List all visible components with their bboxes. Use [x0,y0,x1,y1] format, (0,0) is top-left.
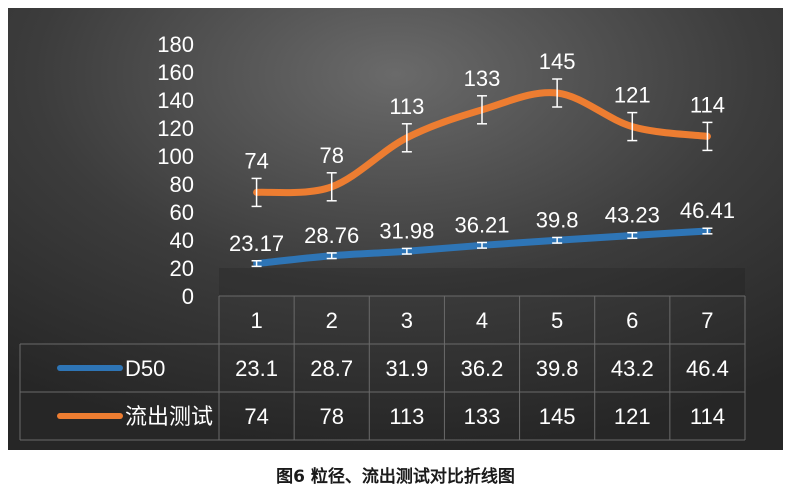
error-bar [326,172,337,202]
data-label: 113 [389,94,424,119]
category-label: 3 [401,308,413,333]
y-tick-label: 140 [157,88,194,113]
data-label: 23.17 [229,231,284,256]
category-label: 2 [326,308,338,333]
category-label: 6 [626,308,638,333]
error-bar [401,123,412,153]
error-bar [477,241,487,249]
chart-background [8,8,783,450]
data-label: 43.23 [605,203,660,228]
data-label: 36.21 [454,213,509,238]
y-axis: 0 20 40 60 80 100 120 140 160 180 [157,32,194,309]
table-value: 39.8 [536,356,579,381]
data-table: 1 2 3 4 5 6 7 D50 23.1 28.7 31.9 36.2 39.8 43.2 46.4 流出… [57,308,729,429]
series-flow-test: 74 78 113 133 145 121 114 [244,49,725,208]
error-bar [627,231,638,240]
error-bar [552,236,563,244]
table-value: 145 [539,404,576,429]
data-label: 31.98 [379,218,434,243]
category-label: 1 [250,308,262,333]
data-label: 39.8 [536,207,579,232]
table-value: 78 [319,404,343,429]
error-bar [702,227,713,235]
table-value: 28.7 [310,356,353,381]
table-value: 46.4 [686,356,729,381]
table-value: 43.2 [611,356,654,381]
error-bar [627,111,638,142]
grid [19,268,746,441]
table-value: 121 [614,404,651,429]
error-bar [251,260,262,268]
y-tick-label: 0 [182,284,194,309]
series-d50: 23.17 28.76 31.98 36.21 39.8 43.23 46.41 [229,198,735,268]
category-label: 5 [551,308,563,333]
series: 23.17 28.76 31.98 36.21 39.8 43.23 46.41 74 78 11… [229,49,735,268]
data-label: 114 [690,92,725,117]
y-tick-label: 120 [157,116,194,141]
legend-label: 流出测试 [125,404,213,429]
error-bar [702,121,713,152]
floor-band [219,268,745,296]
table-value: 114 [690,404,725,429]
table-value: 133 [464,404,501,429]
table-value: 23.1 [235,356,278,381]
data-label: 74 [244,148,268,173]
table-value: 74 [244,404,268,429]
data-label: 78 [319,143,343,168]
error-bar [401,247,412,255]
category-label: 7 [701,308,713,333]
table-value: 36.2 [461,356,504,381]
error-bar [251,177,262,208]
data-label: 28.76 [304,223,359,248]
table-value: 113 [389,404,424,429]
y-tick-label: 20 [170,256,194,281]
y-tick-label: 180 [157,32,194,57]
data-label: 46.41 [680,198,735,223]
data-label: 145 [539,49,576,74]
y-tick-label: 100 [157,144,194,169]
category-label: 4 [476,308,488,333]
legend-label: D50 [125,356,165,381]
figure-caption: 图6 粒径、流出测试对比折线图 [276,467,515,487]
y-tick-label: 160 [157,60,194,85]
y-tick-label: 80 [170,172,194,197]
table-value: 31.9 [385,356,428,381]
error-bar [326,252,337,260]
y-tick-label: 60 [170,200,194,225]
error-bar [552,78,563,108]
data-label: 121 [614,83,651,108]
error-bar [477,95,487,125]
y-tick-label: 40 [170,228,194,253]
data-label: 133 [464,66,501,91]
